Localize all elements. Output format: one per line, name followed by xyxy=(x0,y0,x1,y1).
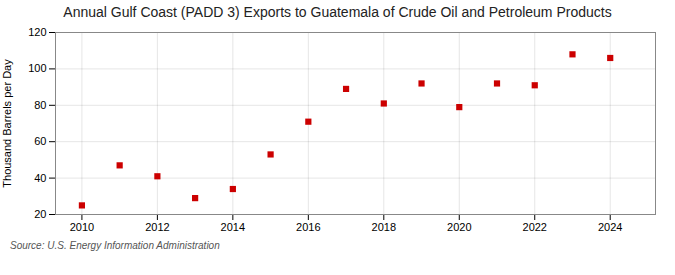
svg-text:80: 80 xyxy=(34,99,46,111)
svg-text:40: 40 xyxy=(34,172,46,184)
svg-text:2018: 2018 xyxy=(372,221,396,233)
svg-text:2010: 2010 xyxy=(70,221,94,233)
svg-text:20: 20 xyxy=(34,208,46,220)
svg-text:2020: 2020 xyxy=(447,221,471,233)
html-text:Annual Gulf Coast (PADD 3) Exp: Annual Gulf Coast (PADD 3) Exports to Gu… xyxy=(63,4,612,20)
svg-text:2024: 2024 xyxy=(598,221,622,233)
svg-text:2014: 2014 xyxy=(221,221,245,233)
svg-text:2012: 2012 xyxy=(145,221,169,233)
svg-text:100: 100 xyxy=(28,62,46,74)
svg-text:60: 60 xyxy=(34,135,46,147)
svg-text:120: 120 xyxy=(28,26,46,38)
svg-text:2016: 2016 xyxy=(296,221,320,233)
svg-text:Thousand Barrels per Day: Thousand Barrels per Day xyxy=(1,59,13,188)
svg-text:2022: 2022 xyxy=(523,221,547,233)
html-text:Source: U.S. Energy Informatio: Source: U.S. Energy Information Administ… xyxy=(10,240,220,251)
